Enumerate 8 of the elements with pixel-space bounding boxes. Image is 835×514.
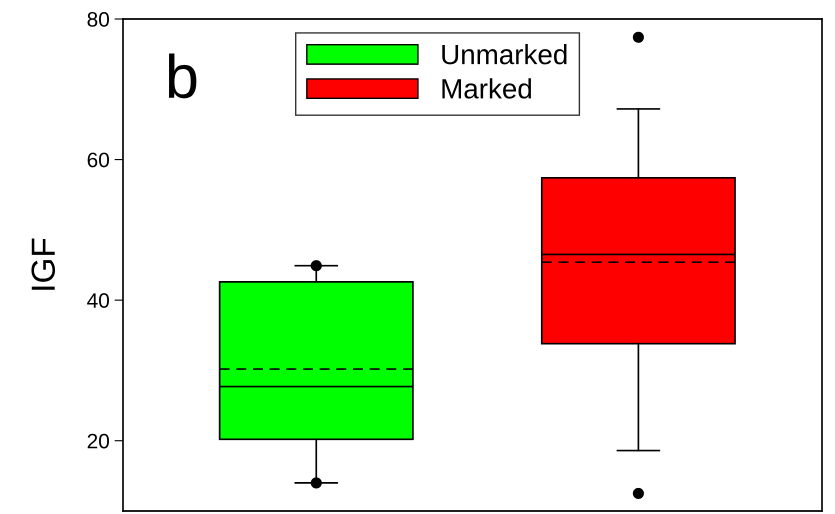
y-tick-label: 60 (88, 152, 109, 168)
legend-label: Unmarked (442, 44, 566, 64)
legend-label: Marked (442, 78, 531, 99)
y-tick-label: 40 (87, 293, 109, 308)
y-tick-label: 80 (88, 12, 109, 27)
annotation: b (168, 53, 196, 98)
y-axis-title: IGF (31, 238, 56, 290)
y-tick-label: 20 (88, 434, 109, 448)
